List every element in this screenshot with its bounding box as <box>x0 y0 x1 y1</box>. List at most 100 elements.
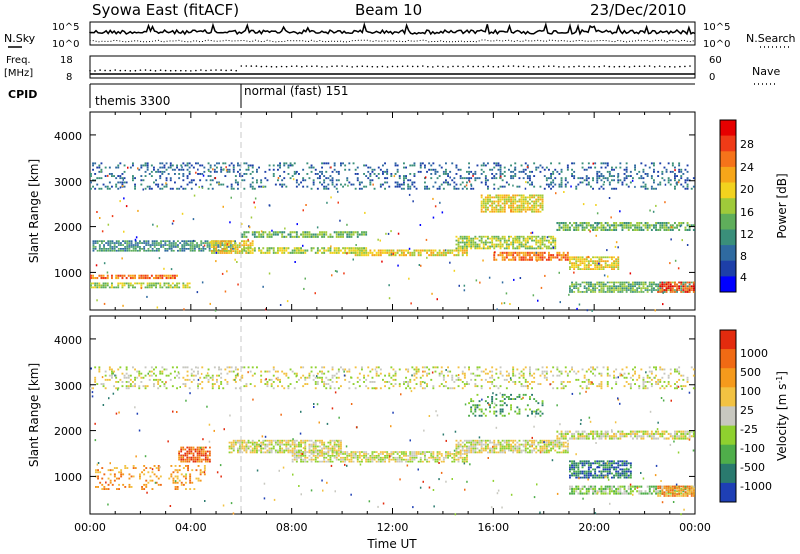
heat-cell <box>107 174 109 177</box>
heat-cell <box>221 272 224 275</box>
heat-cell <box>101 240 103 242</box>
heat-cell <box>520 451 523 454</box>
heat-cell <box>608 285 611 288</box>
heat-cell <box>491 239 494 242</box>
heat-cell <box>571 281 573 284</box>
heat-cell <box>613 287 615 289</box>
heat-cell <box>663 285 666 288</box>
heat-cell <box>174 481 177 484</box>
heat-cell <box>176 486 179 488</box>
heat-cell <box>331 439 334 442</box>
heat-cell <box>533 235 536 238</box>
heat-cell <box>314 251 317 254</box>
heat-cell <box>524 168 527 171</box>
heat-cell <box>285 185 288 188</box>
heat-cell <box>659 228 662 231</box>
heat-cell <box>594 228 597 231</box>
heat-cell <box>352 183 355 186</box>
heat-cell <box>552 441 555 444</box>
heat-cell <box>350 453 353 455</box>
nave-dot <box>452 65 454 68</box>
heat-cell <box>449 176 451 179</box>
heat-cell <box>634 226 636 229</box>
heat-cell <box>411 251 414 254</box>
heat-cell <box>153 277 155 280</box>
heat-cell <box>256 231 258 234</box>
heat-cell <box>335 449 338 452</box>
heat-cell <box>478 414 481 417</box>
heat-cell <box>501 400 504 403</box>
heat-cell <box>512 251 515 254</box>
heat-cell <box>92 164 94 167</box>
heat-cell <box>590 285 592 288</box>
heat-cell <box>188 282 191 285</box>
heat-cell <box>457 456 460 459</box>
heat-cell <box>232 164 235 167</box>
heat-cell <box>671 291 674 293</box>
heat-cell <box>333 162 336 165</box>
heat-cell <box>445 254 447 257</box>
heat-cell <box>249 185 252 188</box>
heat-cell <box>337 233 340 236</box>
heat-cell <box>382 164 384 167</box>
heat-cell <box>482 200 485 203</box>
heat-cell <box>632 289 634 291</box>
heat-cell <box>646 287 649 289</box>
heat-cell <box>140 274 143 277</box>
heat-cell <box>128 242 131 244</box>
heat-cell <box>122 240 124 242</box>
heat-cell <box>505 404 508 407</box>
heat-cell <box>256 170 258 173</box>
heat-cell <box>529 206 531 209</box>
heat-cell <box>158 242 160 244</box>
heat-cell <box>621 181 624 184</box>
heat-cell <box>583 285 586 288</box>
heat-cell <box>150 284 153 287</box>
heat-cell <box>684 281 687 284</box>
heat-cell <box>253 449 256 452</box>
heat-cell <box>653 170 655 173</box>
heat-cell <box>239 441 241 444</box>
heat-cell <box>501 185 504 188</box>
heat-cell <box>321 247 323 250</box>
heat-cell <box>215 246 218 248</box>
heat-cell <box>530 232 532 235</box>
heat-cell <box>164 248 167 250</box>
heat-cell <box>409 185 412 188</box>
heat-cell <box>592 287 594 289</box>
heat-cell <box>335 179 338 182</box>
heat-cell <box>662 303 664 306</box>
heat-cell <box>594 262 597 265</box>
heat-cell <box>113 242 116 244</box>
heat-cell <box>474 410 477 413</box>
heat-cell <box>277 443 279 446</box>
heat-cell <box>354 173 357 175</box>
heat-cell <box>686 281 689 284</box>
heat-cell <box>482 443 485 446</box>
heat-cell <box>636 222 639 225</box>
heat-cell <box>241 235 244 238</box>
heat-cell <box>535 439 538 442</box>
heat-cell <box>178 177 181 180</box>
heat-cell <box>531 441 533 444</box>
heat-cell <box>410 302 412 305</box>
heat-cell <box>100 177 103 180</box>
heat-cell <box>314 173 317 175</box>
heat-cell <box>577 183 580 186</box>
heat-cell <box>146 168 149 171</box>
heat-cell <box>585 432 588 435</box>
heat-cell <box>516 206 519 209</box>
heat-cell <box>478 443 481 446</box>
heat-cell <box>92 249 95 252</box>
heat-cell <box>514 258 517 261</box>
heat-cell <box>487 439 489 442</box>
heat-cell <box>352 453 355 455</box>
heat-cell <box>159 170 162 173</box>
heat-cell <box>627 228 630 231</box>
cpid-segment-themis: themis 3300 <box>95 94 170 108</box>
heat-cell <box>283 177 286 180</box>
heat-cell <box>165 179 168 182</box>
heat-cell <box>125 205 128 208</box>
heat-cell <box>375 460 378 463</box>
heat-cell <box>120 248 122 250</box>
